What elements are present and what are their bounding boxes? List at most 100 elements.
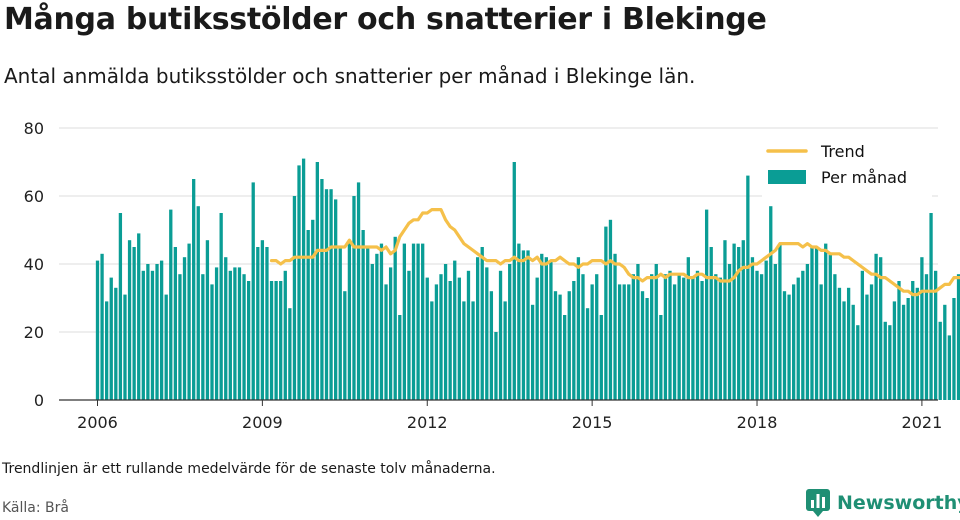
bar	[558, 294, 562, 400]
bar-chart-logo-icon	[806, 489, 830, 517]
bar	[915, 287, 919, 400]
bar	[448, 281, 452, 400]
bar	[773, 264, 777, 400]
bar	[411, 243, 416, 400]
x-axis-ticks: 2006200920122015201820212023	[77, 400, 942, 432]
bar	[521, 250, 526, 400]
bar	[668, 270, 672, 400]
bar	[178, 274, 182, 400]
y-axis-ticks: 0 20 40 60 80	[24, 119, 44, 410]
bar	[416, 243, 420, 400]
legend: Trend Per månad	[762, 136, 932, 198]
y-tick-label: 40	[24, 255, 44, 274]
bar	[311, 219, 315, 400]
y-tick-label: 0	[34, 391, 44, 410]
bar	[769, 206, 773, 400]
bar	[810, 247, 814, 400]
bar	[132, 247, 136, 400]
bar	[723, 240, 727, 400]
bar	[485, 267, 489, 400]
legend-trend-label: Trend	[820, 142, 865, 161]
bar	[704, 209, 709, 400]
bar	[654, 264, 658, 400]
bar	[549, 260, 553, 400]
bar	[388, 267, 393, 400]
bar	[169, 209, 173, 400]
bar	[123, 294, 127, 400]
chart-title: Många butiksstölder och snatterier i Ble…	[4, 2, 767, 37]
trend-line	[269, 208, 960, 297]
bar	[718, 277, 723, 400]
bar	[489, 291, 494, 400]
bar	[480, 247, 484, 400]
bar	[819, 284, 823, 400]
y-tick-label: 80	[24, 119, 44, 138]
bar	[187, 243, 191, 400]
bar	[888, 325, 892, 400]
bar	[663, 274, 668, 400]
bar	[251, 182, 255, 400]
bar	[306, 230, 310, 400]
bar	[897, 281, 901, 400]
bar	[109, 277, 113, 400]
bar	[141, 270, 145, 400]
bar	[457, 277, 461, 400]
bar	[137, 233, 141, 400]
bar	[242, 274, 246, 400]
bar	[778, 243, 782, 400]
bar	[796, 277, 800, 400]
bar	[860, 270, 865, 400]
bar	[334, 199, 338, 400]
bar	[599, 315, 603, 400]
bar	[755, 270, 759, 400]
bar	[535, 277, 539, 400]
bar	[517, 243, 521, 400]
bar	[430, 301, 434, 400]
bar	[650, 274, 654, 400]
bar	[127, 240, 132, 400]
x-tick-label: 2018	[737, 413, 778, 432]
bar	[585, 308, 590, 400]
bar	[732, 243, 736, 400]
bar	[375, 253, 379, 400]
bar	[792, 284, 796, 400]
bar	[567, 291, 571, 400]
bar	[233, 267, 237, 400]
bar	[508, 264, 512, 400]
bar	[952, 298, 956, 400]
bar	[182, 257, 187, 400]
bar	[150, 270, 155, 400]
bar	[764, 260, 768, 400]
bar	[407, 270, 411, 400]
x-tick-label: 2012	[407, 413, 448, 432]
bar	[224, 257, 228, 400]
bar	[439, 274, 443, 400]
bar	[237, 267, 242, 400]
bar	[892, 301, 897, 400]
bar	[700, 281, 704, 400]
bar	[503, 301, 507, 400]
y-tick-label: 20	[24, 323, 44, 342]
legend-bar-label: Per månad	[821, 168, 907, 187]
bar	[938, 321, 942, 400]
bar	[118, 213, 123, 400]
bar	[210, 284, 214, 400]
bar	[714, 274, 718, 400]
bar	[512, 162, 516, 400]
bar	[787, 294, 791, 400]
bar	[292, 196, 297, 400]
x-tick-label: 2009	[242, 413, 283, 432]
bar	[805, 264, 810, 400]
bar	[288, 308, 292, 400]
brand-name: Newsworthy	[837, 492, 960, 514]
bar	[498, 270, 503, 400]
bar	[856, 325, 860, 400]
bar	[608, 219, 613, 400]
bar	[114, 287, 118, 400]
bar	[214, 267, 219, 400]
bar	[750, 257, 755, 400]
brand[interactable]: Newsworthy	[805, 488, 960, 518]
bar	[159, 260, 164, 400]
bar	[471, 301, 475, 400]
bar	[883, 321, 887, 400]
